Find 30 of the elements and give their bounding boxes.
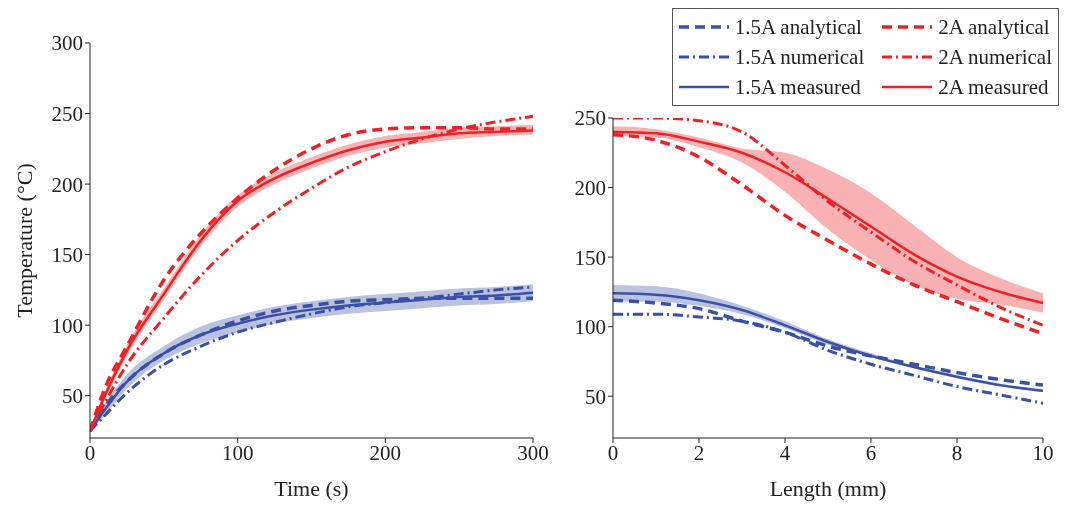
x-tick-label: 200 (369, 440, 402, 465)
y-tick-label: 50 (585, 384, 606, 409)
y-tick-label: 200 (51, 172, 83, 197)
y-tick-label: 150 (51, 243, 83, 268)
x-tick-label: 0 (607, 440, 619, 465)
legend-label: 2A numerical (938, 44, 1052, 71)
x-tick-label: 4 (779, 440, 791, 465)
x-tick-label: 6 (865, 440, 877, 465)
y-tick-label: 150 (574, 245, 606, 270)
legend-label: 1.5A measured (734, 74, 861, 101)
legend-label: 2A analytical (938, 14, 1050, 41)
y-tick-label: 100 (574, 315, 606, 340)
x-axis-title: Length (mm) (769, 476, 887, 501)
x-tick-label: 10 (1032, 440, 1054, 465)
x-tick-label: 8 (951, 440, 963, 465)
x-tick-label: 100 (221, 440, 254, 465)
x-tick-label: 300 (517, 440, 549, 465)
legend-label: 2A measured (938, 74, 1049, 101)
legend-label: 1.5A numerical (734, 44, 865, 71)
y-tick-label: 250 (51, 101, 83, 126)
y-tick-label: 50 (62, 384, 83, 409)
y-tick-label: 200 (574, 176, 606, 201)
x-tick-label: 0 (84, 440, 96, 465)
y-axis-title: Temperature (°C) (11, 163, 37, 318)
x-axis-title: Time (s) (274, 476, 349, 501)
y-tick-label: 100 (51, 313, 83, 338)
legend-label: 1.5A analytical (734, 14, 862, 41)
y-tick-label: 300 (51, 31, 83, 56)
y-tick-label: 250 (574, 106, 606, 131)
x-tick-label: 2 (693, 440, 705, 465)
